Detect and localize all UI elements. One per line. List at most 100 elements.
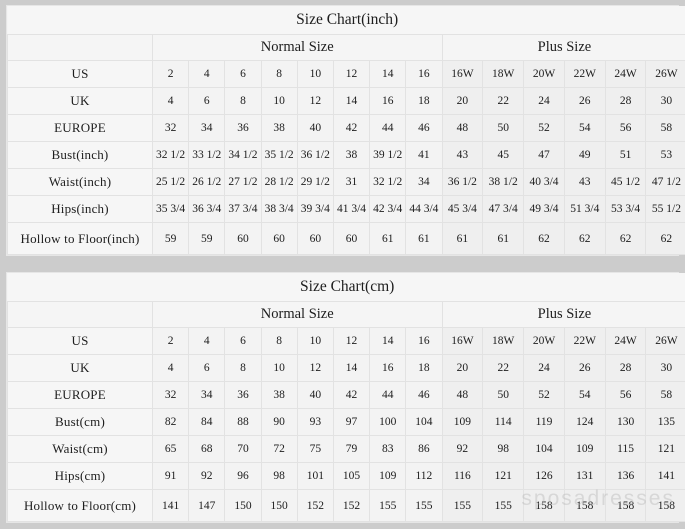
measurement-cell: 16W [441, 60, 484, 88]
measurement-cell: 119 [523, 408, 565, 436]
measurement-cell: 59 [151, 222, 190, 255]
measurement-cell: 136 [604, 462, 647, 490]
size-chart-table: Size Chart(inch) Normal Size Plus Size US 2 4… [7, 6, 685, 255]
measurement-cell: 32 [151, 381, 190, 409]
measurement-cell: 84 [188, 408, 226, 436]
measurement-cell: 45 [482, 141, 525, 169]
measurement-cell: 47 [523, 141, 565, 169]
table-row: Bust(inch) 32 1/2 33 1/2 34 1/2 35 1/2 36 1/2… [7, 141, 685, 169]
measurement-cell: 32 1/2 [369, 168, 407, 196]
measurement-cell: 50 [482, 381, 525, 409]
row-label: Hollow to Floor(inch) [7, 222, 153, 255]
table-row: UK 4 6 8 10 12 14 16 18 20 22 24 26 28 30 [7, 87, 685, 115]
measurement-cell: 60 [224, 222, 262, 255]
measurement-cell: 56 [604, 114, 647, 142]
measurement-cell: 158 [604, 489, 647, 522]
measurement-cell: 135 [645, 408, 685, 436]
measurement-cell: 12 [296, 354, 334, 382]
measurement-cell: 4 [151, 354, 190, 382]
row-label: Bust(inch) [7, 141, 153, 169]
measurement-cell: 121 [645, 435, 685, 463]
measurement-cell: 39 1/2 [369, 141, 407, 169]
measurement-cell: 48 [441, 114, 484, 142]
measurement-cell: 62 [604, 222, 647, 255]
row-label: US [7, 60, 153, 88]
measurement-cell: 75 [296, 435, 334, 463]
measurement-cell: 46 [405, 381, 443, 409]
measurement-cell: 47 3/4 [482, 195, 525, 223]
measurement-cell: 98 [482, 435, 525, 463]
measurement-cell: 92 [441, 435, 484, 463]
measurement-cell: 53 [645, 141, 685, 169]
measurement-cell: 72 [260, 435, 298, 463]
measurement-cell: 16 [369, 354, 407, 382]
measurement-cell: 16 [405, 327, 443, 355]
measurement-cell: 26 1/2 [188, 168, 226, 196]
table-row: Hips(inch) 35 3/4 36 3/4 37 3/4 38 3/4 39 3/4… [7, 195, 685, 223]
table-row: Bust(cm) 82 84 88 90 93 97 100 104 109 114 119 124 13… [7, 408, 685, 436]
measurement-cell: 124 [563, 408, 606, 436]
measurement-cell: 38 [260, 381, 298, 409]
measurement-cell: 46 [405, 114, 443, 142]
measurement-cell: 43 [563, 168, 606, 196]
measurement-cell: 141 [645, 462, 685, 490]
measurement-cell: 158 [523, 489, 565, 522]
measurement-cell: 61 [405, 222, 443, 255]
measurement-cell: 40 [296, 114, 334, 142]
measurement-cell: 50 [482, 114, 525, 142]
measurement-cell: 41 [405, 141, 443, 169]
measurement-cell: 101 [296, 462, 334, 490]
measurement-cell: 116 [441, 462, 484, 490]
measurement-cell: 131 [563, 462, 606, 490]
measurement-cell: 58 [645, 381, 685, 409]
measurement-cell: 36 [224, 114, 262, 142]
measurement-cell: 4 [188, 60, 226, 88]
measurement-cell: 44 [369, 114, 407, 142]
table-row: Hollow to Floor(inch) 59 59 60 60 60 60 61 61 61 6… [7, 222, 685, 255]
measurement-cell: 83 [369, 435, 407, 463]
measurement-cell: 6 [188, 354, 226, 382]
measurement-cell: 28 1/2 [260, 168, 298, 196]
measurement-cell: 12 [332, 60, 371, 88]
measurement-cell: 34 [188, 114, 226, 142]
table-row: Hollow to Floor(cm) 141 147 150 150 152 152 155… [7, 489, 685, 522]
measurement-cell: 26 [563, 87, 606, 115]
measurement-cell: 79 [332, 435, 371, 463]
group-header-blank [7, 301, 153, 328]
measurement-cell: 45 1/2 [604, 168, 647, 196]
table-row: UK 4 6 8 10 12 14 16 18 20 22 24 26 28 30 [7, 354, 685, 382]
measurement-cell: 61 [441, 222, 484, 255]
measurement-cell: 8 [260, 60, 298, 88]
measurement-cell: 20W [523, 60, 565, 88]
measurement-cell: 18W [482, 327, 525, 355]
measurement-cell: 61 [482, 222, 525, 255]
measurement-cell: 22W [563, 60, 606, 88]
measurement-cell: 34 [405, 168, 443, 196]
measurement-cell: 62 [523, 222, 565, 255]
measurement-cell: 6 [224, 327, 262, 355]
measurement-cell: 40 3/4 [523, 168, 565, 196]
measurement-cell: 58 [645, 114, 685, 142]
measurement-cell: 62 [563, 222, 606, 255]
measurement-cell: 155 [405, 489, 443, 522]
measurement-cell: 53 3/4 [604, 195, 647, 223]
measurement-cell: 49 3/4 [523, 195, 565, 223]
size-chart-cm-block: Size Chart(cm) Normal Size Plus Size US 2 4 6 8… [6, 272, 685, 523]
measurement-cell: 18 [405, 87, 443, 115]
measurement-cell: 30 [645, 87, 685, 115]
measurement-cell: 29 1/2 [296, 168, 334, 196]
row-label: Hips(cm) [7, 462, 153, 490]
measurement-cell: 48 [441, 381, 484, 409]
measurement-cell: 4 [151, 87, 190, 115]
measurement-cell: 155 [369, 489, 407, 522]
measurement-cell: 112 [405, 462, 443, 490]
row-label: EUROPE [7, 114, 153, 142]
measurement-cell: 54 [563, 381, 606, 409]
measurement-cell: 14 [332, 87, 371, 115]
measurement-cell: 22W [563, 327, 606, 355]
measurement-cell: 38 3/4 [260, 195, 298, 223]
group-header-normal-size: Normal Size [152, 34, 443, 61]
measurement-cell: 37 3/4 [224, 195, 262, 223]
measurement-cell: 86 [405, 435, 443, 463]
